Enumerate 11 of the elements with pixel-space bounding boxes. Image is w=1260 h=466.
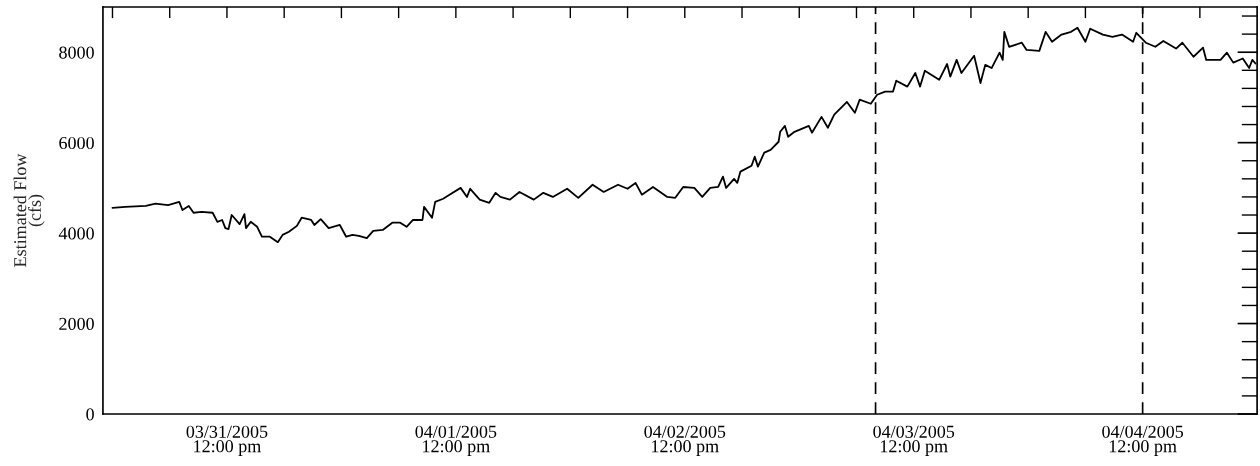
x-tick-label: 04/04/2005 12:00 pm bbox=[1102, 425, 1184, 456]
x-tick-label: 03/31/2005 12:00 pm bbox=[186, 425, 268, 456]
x-tick-label: 04/01/2005 12:00 pm bbox=[415, 425, 497, 456]
y-axis-title: Estimated Flow (cfs) bbox=[13, 153, 45, 267]
y-tick-label: 4000 bbox=[58, 227, 94, 240]
x-tick-label: 04/03/2005 12:00 pm bbox=[873, 425, 955, 456]
y-tick-label: 2000 bbox=[59, 317, 94, 330]
y-tick-label: 0 bbox=[86, 408, 94, 421]
y-tick-label: 8000 bbox=[59, 46, 94, 59]
y-tick-label: 6000 bbox=[59, 136, 94, 150]
x-tick-label: 04/02/2005 12:00 pm bbox=[644, 425, 726, 456]
